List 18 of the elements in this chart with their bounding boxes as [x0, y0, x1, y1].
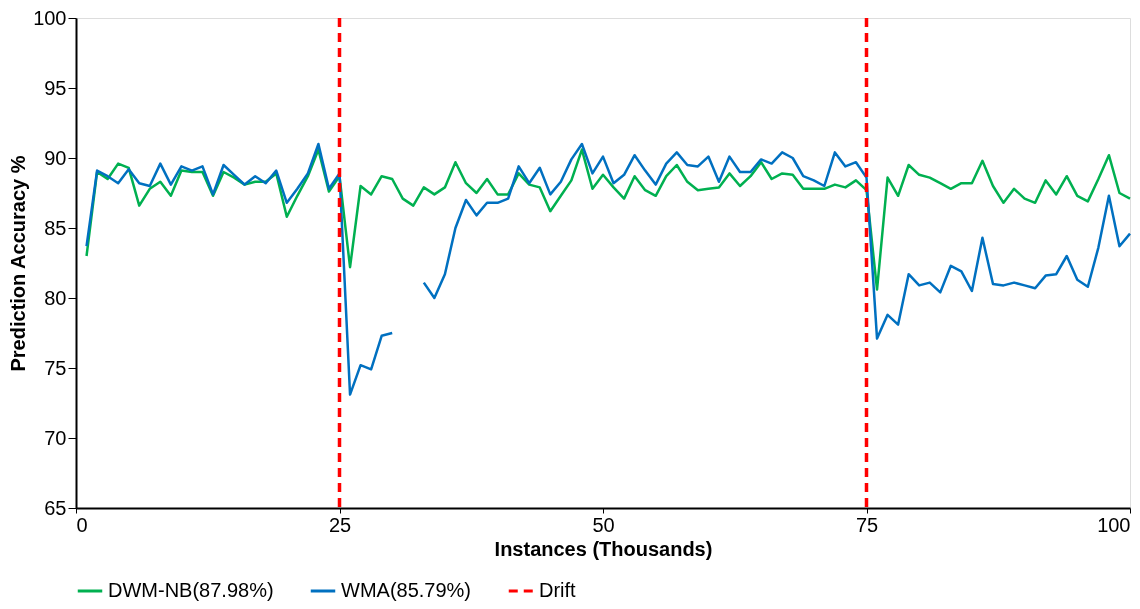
- y-tick-label: 100: [33, 6, 67, 29]
- x-tick-label: 75: [855, 513, 879, 536]
- x-tick-label: 0: [76, 513, 88, 536]
- y-tick-label: 90: [44, 146, 67, 169]
- x-tick-label: 50: [592, 513, 615, 536]
- y-tick-label: 65: [44, 496, 67, 519]
- y-tick-label: 70: [44, 426, 67, 449]
- y-tick-label: 75: [44, 356, 67, 379]
- x-tick-label: 25: [328, 513, 352, 536]
- legend-label: Drift: [539, 579, 577, 601]
- legend-label: DWM-NB(87.98%): [108, 579, 274, 601]
- y-axis-title: Prediction Accuracy %: [7, 155, 30, 372]
- y-tick-label: 85: [44, 216, 67, 239]
- legend-label: WMA(85.79%): [341, 579, 472, 601]
- x-axis-title: Instances (Thousands): [494, 537, 713, 560]
- x-tick-label: 100: [1097, 513, 1131, 536]
- y-tick-label: 80: [44, 286, 67, 309]
- y-tick-label: 95: [44, 76, 67, 99]
